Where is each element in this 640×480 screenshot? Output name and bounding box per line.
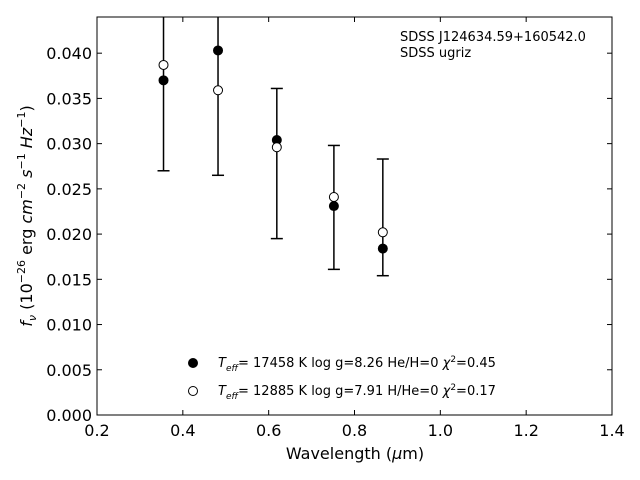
model-point-filled bbox=[377, 243, 388, 254]
axis-ticks: 0.2 0.4 0.6 0.8 1.0 1.2 1.4 0.000 0.005 0.010 0.01… bbox=[46, 17, 625, 440]
legend-label-1: Teff= 12885 K log g=7.91 H/He=0 χ2=0.17 bbox=[218, 383, 496, 402]
model-point-open bbox=[271, 142, 282, 153]
y-tick-label: 0.010 bbox=[46, 316, 92, 335]
y-tick-label: 0.015 bbox=[46, 270, 92, 289]
x-axis-title: Wavelength (μm) bbox=[286, 444, 424, 463]
model-point-filled bbox=[213, 45, 224, 56]
legend: Teff= 17458 K log g=8.26 He/H=0 χ2=0.45 … bbox=[188, 355, 496, 402]
x-tick-label: 1.2 bbox=[513, 421, 538, 440]
y-tick-label: 0.020 bbox=[46, 225, 92, 244]
y-tick-label: 0.000 bbox=[46, 406, 92, 425]
plot-area bbox=[96, 16, 613, 416]
annotation-filter-set: SDSS ugriz bbox=[400, 46, 471, 61]
error-bars bbox=[157, 17, 389, 277]
model-point-open bbox=[213, 85, 224, 96]
x-tick-label: 1.0 bbox=[428, 421, 453, 440]
legend-marker-filled bbox=[188, 358, 198, 368]
y-tick-label: 0.030 bbox=[46, 135, 92, 154]
model-point-open bbox=[158, 59, 169, 70]
x-tick-label: 0.4 bbox=[170, 421, 195, 440]
x-tick-label: 0.8 bbox=[342, 421, 367, 440]
y-axis-title: fν (10−26 erg cm−2 s−1 Hz−1) bbox=[15, 105, 39, 326]
y-tick-label: 0.040 bbox=[46, 44, 92, 63]
legend-marker-open bbox=[188, 386, 198, 396]
y-tick-label: 0.005 bbox=[46, 361, 92, 380]
x-tick-label: 0.6 bbox=[256, 421, 281, 440]
y-tick-label: 0.035 bbox=[46, 89, 92, 108]
annotation-object-name: SDSS J124634.59+160542.0 bbox=[400, 30, 586, 45]
model-point-open bbox=[328, 192, 339, 203]
data-points bbox=[158, 45, 388, 254]
model-point-filled bbox=[158, 75, 169, 86]
model-point-filled bbox=[328, 201, 339, 212]
legend-label-0: Teff= 17458 K log g=8.26 He/H=0 χ2=0.45 bbox=[218, 355, 496, 374]
x-tick-label: 1.4 bbox=[599, 421, 624, 440]
model-point-open bbox=[377, 227, 388, 238]
x-tick-label: 0.2 bbox=[84, 421, 109, 440]
y-tick-label: 0.025 bbox=[46, 180, 92, 199]
